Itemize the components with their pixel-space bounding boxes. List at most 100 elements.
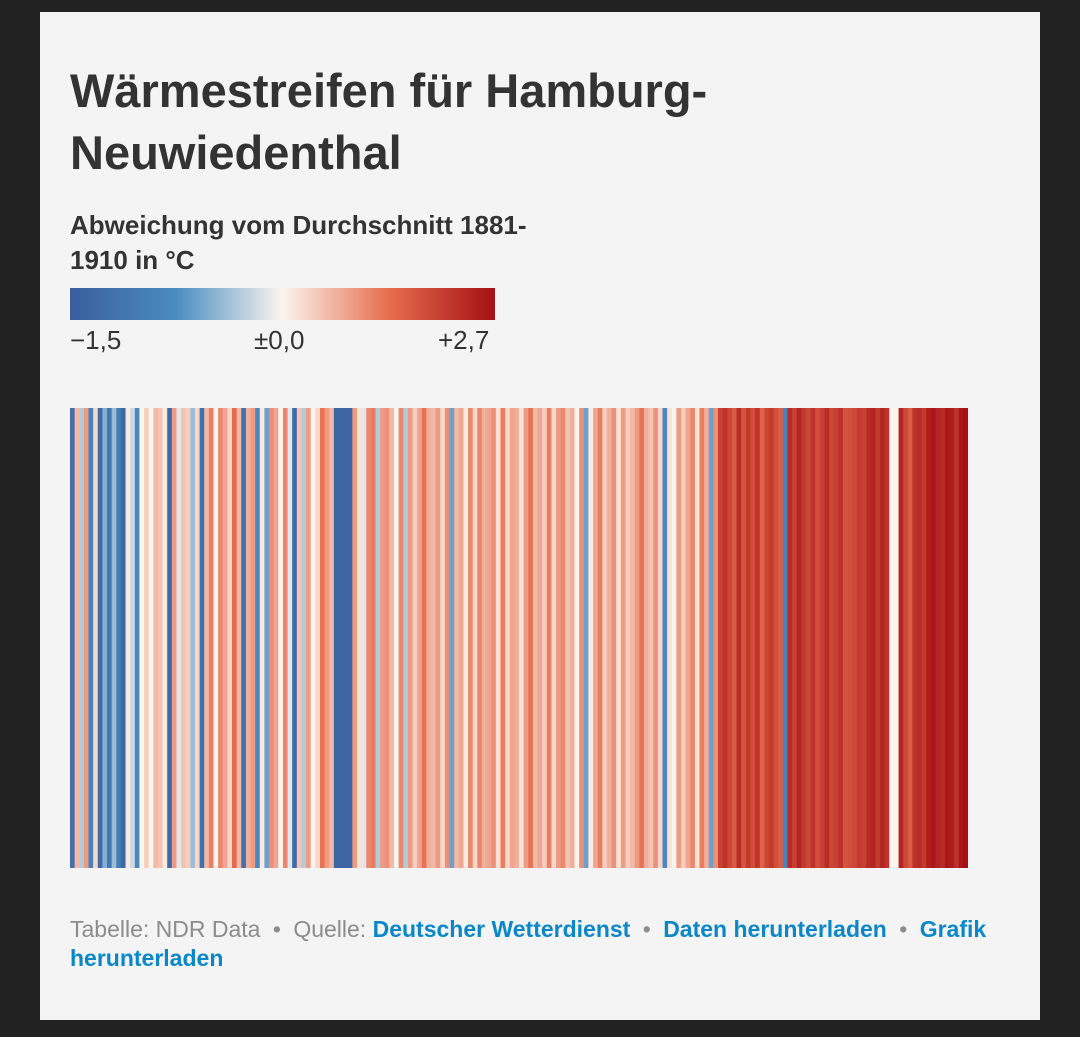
stripe: [306, 408, 312, 868]
stripe: [70, 408, 76, 868]
stripe: [269, 408, 275, 868]
stripe: [102, 408, 108, 868]
stripe: [893, 408, 900, 868]
stripe: [412, 408, 418, 868]
stripe: [764, 408, 770, 868]
stripe: [477, 408, 483, 868]
stripe: [819, 408, 826, 868]
stripe: [768, 408, 775, 868]
stripe: [389, 408, 395, 868]
stripe: [625, 408, 631, 868]
stripe: [259, 408, 266, 868]
stripe: [431, 408, 437, 868]
stripe: [657, 408, 664, 868]
stripe: [468, 408, 474, 868]
source-link[interactable]: Deutscher Wetterdienst: [372, 916, 631, 942]
stripe: [88, 408, 94, 868]
stripe: [537, 408, 543, 868]
legend-max-label: +2,7: [438, 325, 490, 355]
stripe: [727, 408, 733, 868]
stripe: [491, 408, 497, 868]
stripe: [889, 408, 895, 868]
stripe: [856, 408, 863, 868]
stripe: [398, 408, 404, 868]
stripe: [694, 408, 701, 868]
stripe: [560, 408, 566, 868]
stripe: [745, 408, 752, 868]
stripe: [940, 408, 946, 868]
stripe: [870, 408, 877, 868]
stripe: [912, 408, 918, 868]
stripe: [606, 408, 613, 868]
stripe: [157, 408, 164, 868]
stripe: [236, 408, 242, 868]
stripe: [449, 408, 455, 868]
stripe: [958, 408, 964, 868]
stripe: [241, 408, 247, 868]
stripe: [417, 408, 423, 868]
stripe: [481, 408, 488, 868]
stripe: [949, 408, 955, 868]
stripe: [565, 408, 571, 868]
stripe: [505, 408, 511, 868]
stripe: [708, 408, 715, 868]
stripe: [833, 408, 839, 868]
stripe: [315, 408, 321, 868]
stripe: [310, 408, 316, 868]
stripe: [866, 408, 872, 868]
chart-title: Wärmestreifen für Hamburg-Neuwiedenthal: [70, 64, 708, 179]
stripe: [472, 408, 478, 868]
stripe: [130, 408, 136, 868]
stripe: [282, 408, 289, 868]
stripe: [602, 408, 608, 868]
stripe: [921, 408, 927, 868]
stripe: [671, 408, 677, 868]
stripe: [356, 408, 363, 868]
stripe: [667, 408, 673, 868]
footer-separator: •: [642, 916, 651, 942]
stripe: [495, 408, 502, 868]
stripe: [810, 408, 816, 868]
stripe: [426, 408, 432, 868]
stripe: [759, 408, 765, 868]
stripe: [847, 408, 853, 868]
stripe: [361, 408, 367, 868]
stripe: [755, 408, 761, 868]
stripe: [176, 408, 182, 868]
stripe: [116, 408, 122, 868]
stripe: [713, 408, 719, 868]
stripe: [370, 408, 377, 868]
stripe: [287, 408, 293, 868]
stripe: [551, 408, 557, 868]
stripe: [824, 408, 830, 868]
download-data-link[interactable]: Daten herunterladen: [663, 916, 887, 942]
stripe: [935, 408, 941, 868]
stripe: [685, 408, 691, 868]
stripe: [787, 408, 793, 868]
stripe: [690, 408, 696, 868]
legend-color-scale: [70, 288, 495, 320]
stripe: [97, 408, 104, 868]
stripe: [329, 408, 335, 868]
stripe: [213, 408, 219, 868]
stripe: [620, 408, 627, 868]
legend-min-label: −1,5: [70, 325, 122, 355]
stripe: [375, 408, 381, 868]
download-chart-link[interactable]: Grafik herunterladen: [70, 916, 987, 971]
legend-mid-label: ±0,0: [254, 325, 305, 355]
chart-footer: Tabelle: NDR Data • Quelle: Deutscher We…: [70, 915, 1000, 973]
stripe: [630, 408, 636, 868]
stripe: [569, 408, 576, 868]
stripe: [440, 408, 446, 868]
stripe: [394, 408, 400, 868]
stripe: [454, 408, 460, 868]
stripe: [120, 408, 127, 868]
stripe: [597, 408, 603, 868]
stripe: [750, 408, 756, 868]
stripe: [204, 408, 210, 868]
stripe: [593, 408, 599, 868]
stripe: [227, 408, 233, 868]
stripe: [676, 408, 682, 868]
stripe: [139, 408, 145, 868]
stripe: [319, 408, 326, 868]
